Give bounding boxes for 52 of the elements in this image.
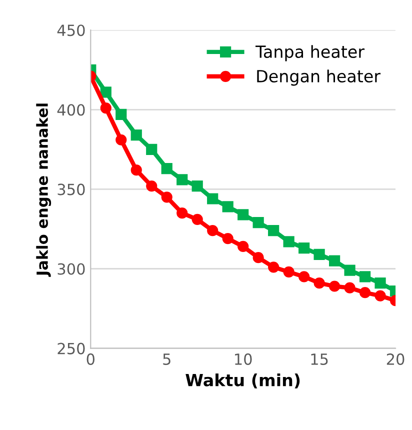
point (207, 193, 218, 204)
point (222, 232, 234, 244)
point (283, 266, 294, 278)
x-tick-label: 0 (86, 353, 94, 365)
point (344, 282, 356, 294)
y-tick-label: 350 (58, 184, 85, 196)
point (374, 278, 386, 289)
point (222, 201, 234, 212)
x-tick-label: 5 (163, 354, 170, 365)
y-tick-label: 300 (58, 263, 85, 275)
y-tick-label: 400 (57, 104, 85, 116)
point (374, 290, 386, 302)
point (146, 180, 158, 192)
point (328, 255, 340, 266)
point (268, 225, 280, 236)
point (252, 217, 264, 228)
point (238, 209, 249, 220)
legend-label: Dengan heater (257, 70, 381, 86)
point (283, 236, 294, 248)
point (238, 240, 249, 252)
x-axis-title: Waktu (min) (186, 374, 300, 388)
point (359, 287, 371, 298)
x-tick-label: 15 (311, 354, 328, 365)
point (176, 174, 188, 186)
point (252, 252, 264, 264)
point (176, 208, 188, 219)
point (146, 144, 158, 155)
point (116, 108, 127, 120)
legend-label: Tanpa heater (255, 45, 365, 62)
point (130, 164, 142, 176)
point (100, 86, 112, 98)
point (268, 262, 280, 273)
point (328, 280, 340, 292)
point (314, 278, 325, 289)
point (192, 214, 203, 225)
y-tick-label: 250 (58, 342, 85, 354)
point (314, 248, 325, 260)
y-tick-label: 450 (57, 24, 85, 36)
point (130, 130, 142, 141)
x-tick-label: 10 (235, 353, 252, 365)
point (298, 271, 310, 282)
point (359, 271, 371, 282)
point (344, 264, 356, 276)
point (298, 242, 310, 254)
x-tick-label: 20 (386, 353, 404, 365)
point (116, 134, 127, 146)
point (100, 102, 112, 114)
point (207, 225, 218, 236)
point (161, 192, 172, 203)
point (161, 162, 172, 174)
y-axis-title: Jaklo engne nanakel (36, 104, 52, 277)
point (192, 180, 203, 192)
